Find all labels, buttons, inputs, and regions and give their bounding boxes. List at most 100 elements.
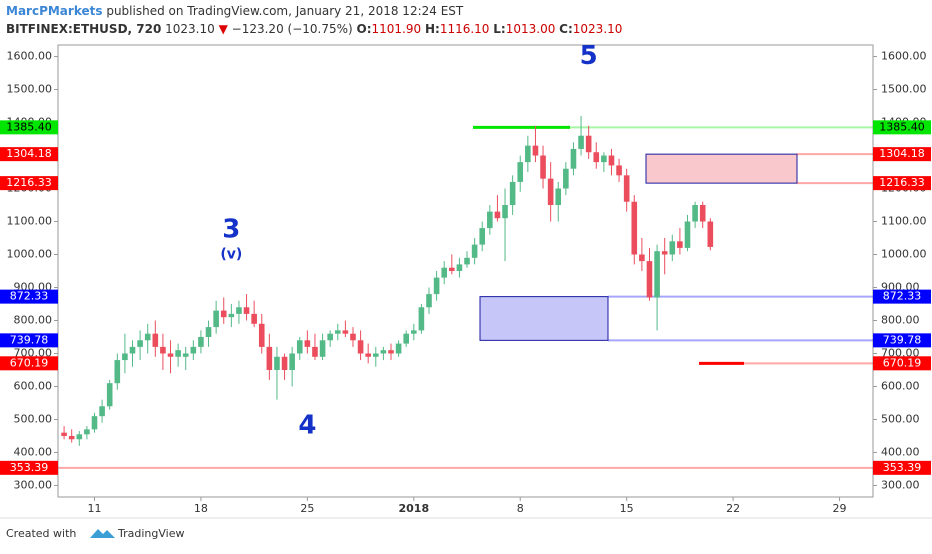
wave-label: 3 xyxy=(222,214,240,244)
candle-body xyxy=(547,178,554,206)
candle-body xyxy=(228,313,235,318)
candle-body xyxy=(494,211,501,219)
y-tick-label: 800.00 xyxy=(14,313,53,326)
candle-body xyxy=(623,175,630,202)
candle-body xyxy=(167,353,174,357)
candle-body xyxy=(289,353,295,370)
y-tick-label: 700.00 xyxy=(881,346,920,359)
candle-body xyxy=(91,416,98,430)
y-tick-label: 1500.00 xyxy=(7,83,53,96)
candle-body xyxy=(555,188,562,206)
candle-body xyxy=(699,205,706,222)
c: 1023.10 xyxy=(573,22,623,36)
candle-body xyxy=(449,267,455,271)
candle-body xyxy=(274,356,280,370)
level-label: 670.19 xyxy=(10,356,49,369)
y-tick-label: 1500.00 xyxy=(881,83,927,96)
candle-body xyxy=(684,221,691,248)
candle-body xyxy=(601,155,607,163)
candle-body xyxy=(312,346,318,357)
level-label: 739.78 xyxy=(883,333,922,346)
y-tick-label: 400.00 xyxy=(881,445,920,458)
candle-body xyxy=(403,333,409,344)
candle-body xyxy=(152,333,159,347)
candle-body xyxy=(380,350,387,354)
wave-label: (v) xyxy=(220,247,242,263)
candle-body xyxy=(532,145,539,156)
o-label: O: xyxy=(357,22,372,36)
y-tick-label: 500.00 xyxy=(881,412,920,425)
level-tag xyxy=(0,120,58,135)
candle-body xyxy=(639,254,645,262)
x-tick-label: 25 xyxy=(300,502,314,515)
x-tick-label: 18 xyxy=(194,502,208,515)
symbol: BITFINEX:ETHUSD, 720 xyxy=(6,22,161,36)
candle-body xyxy=(114,360,121,384)
candle-body xyxy=(137,340,143,347)
candle-body xyxy=(220,310,227,318)
level-tag xyxy=(873,333,931,348)
candle-body xyxy=(122,353,128,361)
o: 1101.90 xyxy=(372,22,422,36)
candle-body xyxy=(692,205,698,222)
candle-body xyxy=(236,307,242,314)
candle-body xyxy=(433,277,440,295)
l-label: L: xyxy=(493,22,505,36)
candle-body xyxy=(175,350,181,357)
author: MarcPMarkets xyxy=(6,4,103,18)
candle-body xyxy=(190,346,197,354)
level-tag xyxy=(0,460,58,475)
candle-body xyxy=(578,135,584,149)
candle-body xyxy=(517,162,524,182)
candle-body xyxy=(502,205,508,219)
level-tag xyxy=(0,147,58,162)
candle-body xyxy=(593,152,600,163)
candle-body xyxy=(61,432,67,436)
level-label: 353.39 xyxy=(883,461,922,474)
candle-body xyxy=(418,307,425,331)
y-tick-label: 800.00 xyxy=(881,313,920,326)
level-label: 872.33 xyxy=(10,290,49,303)
candle-body xyxy=(106,383,113,407)
candle-body xyxy=(616,165,622,176)
candle-body xyxy=(205,327,212,337)
x-tick-label: 22 xyxy=(726,502,740,515)
supply-zone xyxy=(645,153,798,184)
candle-body xyxy=(327,333,333,341)
candle-body xyxy=(319,340,326,357)
candle-body xyxy=(388,350,394,354)
candle-body xyxy=(251,313,257,324)
y-tick-label: 1000.00 xyxy=(7,248,53,261)
candle-body xyxy=(129,346,136,354)
candle-body xyxy=(646,261,653,298)
candle-body xyxy=(471,244,478,258)
candle-body xyxy=(487,211,493,229)
candle-body xyxy=(357,340,364,354)
level-label: 1304.18 xyxy=(6,147,52,160)
y-tick-label: 1100.00 xyxy=(881,215,927,228)
level-label: 670.19 xyxy=(883,356,922,369)
candle-body xyxy=(84,429,90,435)
candle-body xyxy=(334,330,341,334)
candle-body xyxy=(456,264,463,271)
level-label: 739.78 xyxy=(10,333,49,346)
c-label: C: xyxy=(559,22,573,36)
candle-body xyxy=(76,434,83,440)
level-tag xyxy=(873,356,931,371)
x-tick-label: 2018 xyxy=(398,502,429,515)
candle-body xyxy=(160,346,166,354)
y-tick-label: 500.00 xyxy=(14,412,53,425)
wave-label: 5 xyxy=(580,41,598,71)
candle-body xyxy=(68,435,75,440)
candle-body xyxy=(99,406,105,417)
candle-body xyxy=(182,353,189,357)
y-tick-label: 600.00 xyxy=(881,379,920,392)
candle-body xyxy=(281,356,288,370)
wave-label: 4 xyxy=(298,411,316,441)
level-tag xyxy=(873,176,931,191)
candle-body xyxy=(411,330,417,334)
candle-body xyxy=(563,168,569,189)
footer-brand: TradingView xyxy=(117,527,184,540)
